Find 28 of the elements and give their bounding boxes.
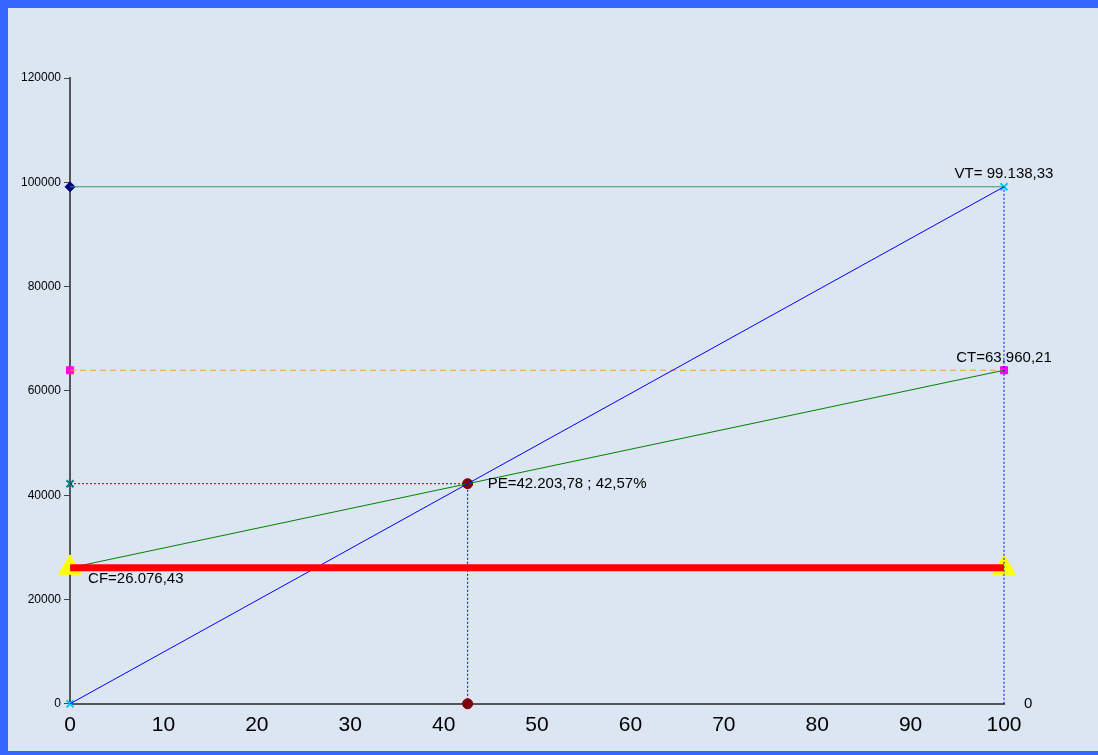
x-tick-label: 50 bbox=[525, 712, 549, 736]
annotation: VT= 99.138,33 bbox=[954, 164, 1054, 182]
x-tick-label: 90 bbox=[898, 712, 923, 736]
point bbox=[64, 181, 76, 193]
point bbox=[66, 366, 75, 375]
y-tick-label: 100000 bbox=[21, 174, 62, 189]
annotation: 0 bbox=[1024, 693, 1033, 711]
x-tick-label: 100 bbox=[986, 712, 1022, 736]
y-tick-label: 120000 bbox=[21, 70, 62, 85]
y-tick-label: 20000 bbox=[27, 591, 62, 606]
point bbox=[999, 182, 1009, 192]
point bbox=[462, 698, 474, 710]
point bbox=[65, 479, 75, 489]
x-tick-label: 20 bbox=[245, 712, 269, 736]
annotation: CF=26.076,43 bbox=[88, 569, 184, 587]
y-tick-label: 40000 bbox=[27, 487, 62, 502]
x-tick-label: 60 bbox=[618, 712, 643, 736]
point bbox=[65, 699, 75, 709]
annotation: PE=42.203,78 ; 42,57% bbox=[487, 473, 647, 491]
y-tick-label: 0 bbox=[54, 696, 62, 711]
x-tick-label: 40 bbox=[431, 712, 456, 736]
x-tick-label: 70 bbox=[712, 712, 736, 736]
annotation: CT=63.960,21 bbox=[956, 347, 1052, 365]
y-tick-label: 80000 bbox=[27, 278, 62, 293]
x-tick-label: 80 bbox=[805, 712, 829, 736]
x-tick-label: 10 bbox=[151, 712, 176, 736]
y-tick-label: 60000 bbox=[27, 383, 62, 398]
x-tick-label: 30 bbox=[338, 712, 362, 736]
